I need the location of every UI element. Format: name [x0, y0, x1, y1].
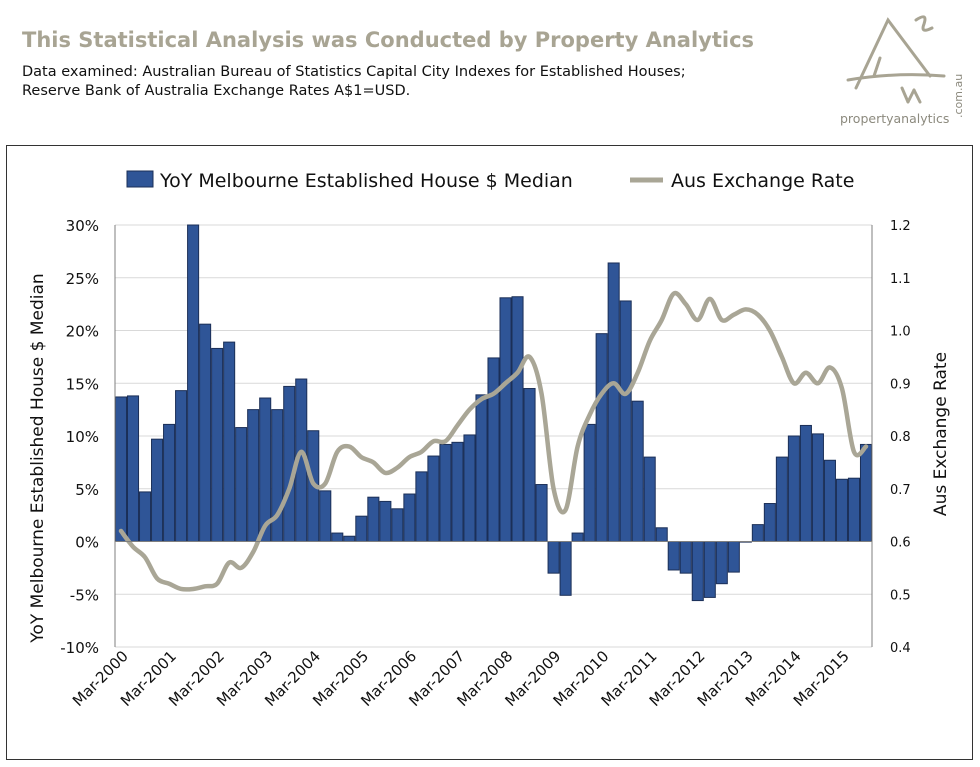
bar [559, 541, 572, 596]
bar [607, 262, 620, 542]
bar [331, 532, 344, 542]
bar [631, 400, 644, 542]
bar [126, 395, 140, 542]
bar [391, 508, 404, 543]
legend-label-bar: YoY Melbourne Established House $ Median [159, 170, 573, 192]
bar [463, 434, 476, 543]
property-analytics-logo: propertyanalytics .com.au [836, 6, 974, 136]
bar [367, 496, 380, 543]
subtitle-line-1: Data examined: Australian Bureau of Stat… [22, 64, 686, 80]
bar [811, 433, 824, 543]
bar [379, 500, 392, 543]
bar [499, 297, 512, 543]
bar [847, 477, 861, 543]
y-axis-right-title: Aus Exchange Rate [931, 352, 951, 516]
logo-suffix: .com.au [952, 74, 965, 118]
bar [139, 491, 152, 543]
y-tick-label-left: 20% [66, 323, 99, 341]
bar [655, 527, 668, 542]
bar [355, 515, 368, 542]
bar [583, 423, 596, 542]
bar [823, 459, 836, 543]
bar [283, 385, 296, 543]
bar [679, 541, 692, 574]
y-tick-label-right: 0.5 [890, 588, 911, 603]
legend-swatch-bar [126, 170, 154, 188]
bar [691, 541, 704, 602]
y-tick-label-left: 10% [66, 428, 99, 446]
y-tick-label-left: 15% [66, 375, 99, 393]
bar [475, 394, 488, 543]
y-tick-label-left: -5% [70, 586, 99, 604]
line-series [118, 290, 869, 592]
y-tick-label-left: 5% [75, 481, 99, 499]
y-tick-label-left: 0% [75, 534, 99, 552]
bar [523, 388, 536, 542]
bar [247, 409, 260, 542]
bar [595, 333, 608, 543]
bar [703, 541, 716, 598]
bar [667, 541, 680, 571]
bar [859, 443, 873, 542]
y-tick-label-right: 0.4 [890, 641, 911, 656]
page-title: This Statistical Analysis was Conducted … [22, 28, 755, 52]
y-tick-label-right: 1.1 [890, 272, 911, 287]
bar [427, 455, 440, 543]
y-axis-right: 1.2 1.1 1.0 0.9 0.8 0.7 0.6 0.5 0.4 [890, 219, 911, 656]
bar [535, 484, 548, 542]
y-tick-label-right: 0.6 [890, 536, 911, 551]
bar [319, 490, 332, 542]
y-tick-label-right: 1.0 [890, 325, 911, 340]
bar [223, 341, 236, 543]
bar [415, 471, 428, 542]
bar [511, 296, 524, 542]
y-tick-label-left: -10% [60, 639, 99, 657]
bar [571, 532, 584, 542]
y-tick-label-left: 30% [66, 217, 99, 235]
bar [727, 541, 740, 573]
bar [151, 438, 164, 543]
bar [439, 443, 452, 542]
bar [787, 435, 800, 542]
bar [487, 357, 500, 542]
logo-mark-icon: propertyanalytics .com.au [840, 15, 965, 126]
bar [187, 224, 200, 542]
bar [175, 390, 188, 543]
bar [715, 541, 728, 585]
bar [403, 493, 416, 542]
y-tick-label-left: 25% [66, 270, 99, 288]
y-tick-label-right: 0.9 [890, 377, 911, 392]
exchange-rate-line [118, 290, 869, 592]
bar [619, 300, 632, 542]
bar [547, 541, 560, 574]
bar [775, 456, 788, 543]
bar [751, 524, 764, 542]
bar [835, 478, 848, 543]
legend: YoY Melbourne Established House $ Median… [126, 170, 854, 192]
bar [763, 503, 776, 542]
subtitle-line-2: Reserve Bank of Australia Exchange Rates… [22, 83, 411, 99]
bar [643, 456, 656, 543]
bar [799, 424, 812, 543]
legend-label-line: Aus Exchange Rate [671, 170, 854, 192]
y-axis-left: 30% 25% 20% 15% 10% 5% 0% -5% -10% [60, 217, 99, 657]
bar [199, 323, 212, 543]
bar-series [114, 224, 873, 602]
bar [451, 441, 464, 542]
y-tick-label-right: 0.8 [890, 430, 911, 445]
bar [235, 427, 248, 542]
y-tick-label-right: 0.7 [890, 483, 911, 498]
bar [163, 423, 176, 542]
bar [211, 347, 224, 542]
y-tick-label-right: 1.2 [890, 219, 911, 234]
chart-frame [6, 145, 973, 760]
y-axis-left-title: YoY Melbourne Established House $ Median [28, 273, 48, 643]
bar [343, 535, 356, 542]
logo-name: propertyanalytics [840, 111, 949, 126]
bar [114, 396, 128, 542]
